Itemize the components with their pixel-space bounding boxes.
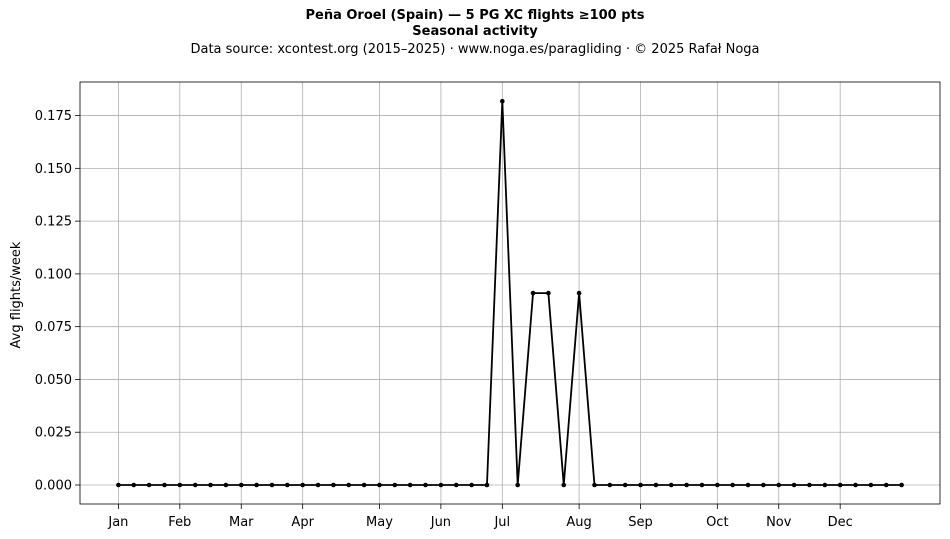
data-point [668,482,674,488]
chart-source-line: Data source: xcontest.org (2015–2025) · … [190,42,760,57]
data-point [453,482,459,488]
data-point [392,482,398,488]
data-point [300,482,305,488]
series-layer [116,98,904,488]
y-tick-label: 0.075 [35,320,72,335]
x-tick-label-mar: Mar [229,515,254,530]
data-point [592,482,597,488]
y-axis-label: Avg flights/week [9,241,24,348]
data-point [346,482,352,488]
plot-frame [79,81,941,505]
data-point [776,482,782,488]
data-point [208,482,213,488]
x-tick-label-oct: Oct [706,515,728,530]
y-tick-label: 0.000 [35,479,72,494]
data-point [853,482,858,488]
data-point [285,482,290,488]
data-point [361,482,367,488]
data-point [607,482,613,488]
series-line [118,100,902,486]
data-point [807,482,812,488]
y-tick-label: 0.025 [35,426,72,441]
data-point [469,482,474,488]
x-tick-label-dec: Dec [828,515,853,530]
data-point [822,482,828,488]
data-point [837,482,843,488]
x-tick-label-nov: Nov [766,515,792,530]
x-tick-label-jul: Jul [493,515,510,530]
data-point [254,482,259,488]
data-point [269,482,275,488]
data-point [146,482,152,488]
data-point [791,482,797,488]
data-point [868,482,874,488]
x-tick-label-may: May [366,515,393,530]
data-point [515,482,520,488]
data-point [500,98,505,104]
y-tick-label: 0.100 [35,267,72,282]
data-point [622,482,628,488]
data-point [192,482,198,488]
data-point [315,482,321,488]
data-point [423,482,428,488]
data-point [162,482,167,488]
data-point [684,482,689,488]
y-tick-label: 0.125 [35,215,72,230]
x-tick-label-apr: Apr [291,515,314,530]
data-point [530,290,536,296]
data-point [715,482,720,488]
data-point [484,482,490,488]
chart-title: Peña Oroel (Spain) — 5 PG XC flights ≥10… [305,8,645,23]
data-point [377,482,382,488]
data-point [638,482,643,488]
data-point [653,482,659,488]
x-tick-label-sep: Sep [628,515,653,530]
data-point [438,482,444,488]
data-point [131,482,137,488]
axes [75,81,941,509]
data-point [761,482,766,488]
tick-labels: 0.000 0.025 0.050 0.075 0.100 0.125 0.150 0.175… [35,109,853,530]
y-tick-label: 0.050 [35,373,72,388]
data-point [899,482,904,488]
data-point [745,482,751,488]
data-point [883,482,889,488]
x-tick-label-jan: Jan [107,515,128,530]
data-point [576,290,582,296]
data-point [116,482,121,488]
x-tick-label-feb: Feb [168,515,191,530]
data-point [546,290,551,296]
y-tick-label: 0.175 [35,109,72,124]
chart-subtitle: Seasonal activity [412,24,538,39]
data-point [238,482,244,488]
x-tick-label-jun: Jun [430,515,451,530]
data-point [223,482,229,488]
data-point [331,482,336,488]
x-tick-label-aug: Aug [566,515,591,530]
data-point [407,482,413,488]
data-point [561,482,567,488]
data-point [730,482,735,488]
data-point [177,482,183,488]
y-tick-label: 0.150 [35,162,72,177]
data-point [699,482,705,488]
